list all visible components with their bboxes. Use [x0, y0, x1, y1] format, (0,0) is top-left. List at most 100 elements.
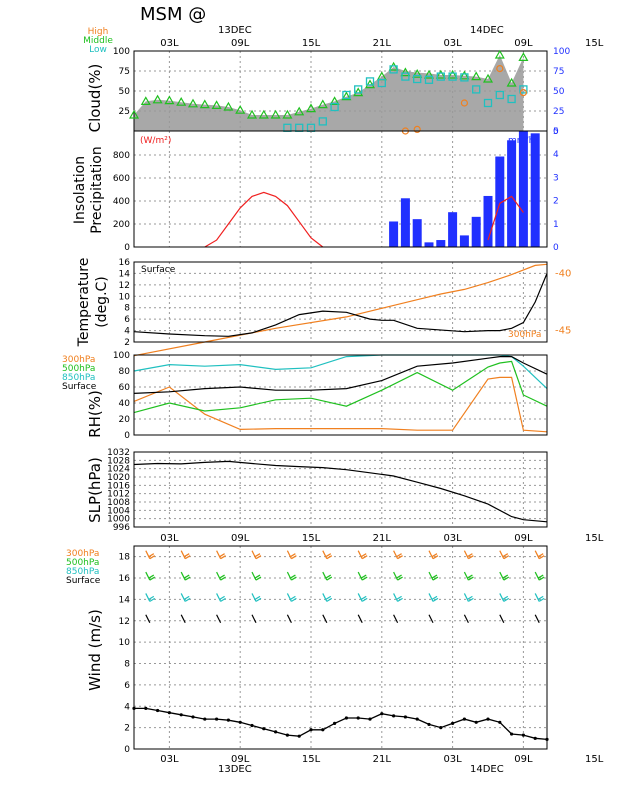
- wind-surface-point: [439, 726, 443, 730]
- wind-surface-point: [486, 717, 490, 721]
- wind-barb-flag: [325, 595, 332, 600]
- wind-barb-flag: [503, 555, 510, 560]
- wind-surface-line: [134, 707, 548, 741]
- chart-title: MSM @: [140, 4, 206, 25]
- wind-barb-icon: [216, 614, 222, 624]
- wind-barb-shaft: [180, 614, 186, 624]
- wind-surface-point: [191, 715, 195, 719]
- cloud-middle-point: [329, 96, 340, 106]
- mid-time-axis-tick-label: 09L: [231, 533, 250, 544]
- wind-barb-flag: [148, 574, 155, 579]
- wind-barb-flag: [149, 555, 156, 560]
- wind-barb-flag: [502, 553, 509, 558]
- wind-barb-shaft: [180, 571, 186, 581]
- wind-ytick: 6: [124, 681, 130, 691]
- cloud-middle-point: [482, 73, 494, 83]
- cloud-middle-point: [176, 96, 187, 106]
- top-time-axis-tick-label: 09L: [514, 38, 533, 49]
- wind-ytick: 14: [119, 595, 131, 605]
- precip-bar: [448, 212, 458, 247]
- wind-surface-point: [415, 717, 419, 721]
- wind-ytick: 10: [119, 638, 131, 648]
- wind-barb-shaft: [357, 614, 363, 624]
- wind-barb-flag: [431, 574, 438, 579]
- temperature-ytick: 6: [124, 315, 130, 325]
- precip-bar: [389, 221, 399, 247]
- wind-barb-icon: [322, 550, 333, 560]
- wind-barb-shaft: [322, 571, 328, 581]
- rh-ytick: 80: [119, 367, 131, 377]
- top-time-axis-tick-label: 15L: [585, 38, 604, 49]
- wind-barb-flag: [537, 595, 544, 600]
- wind-barb-flag: [503, 597, 510, 602]
- wind-barb-flag: [360, 574, 367, 579]
- insolation-frame: [133, 130, 548, 248]
- wind-barb-shaft: [145, 550, 151, 559]
- wind-barb-shaft: [463, 614, 469, 624]
- cloud-ytick-right: 25: [553, 107, 564, 117]
- cloud-low-point: [519, 85, 528, 94]
- cloud-middle-point: [400, 67, 411, 77]
- wind-barb-shaft: [145, 571, 151, 581]
- wind-barb-flag: [325, 574, 332, 579]
- precip-ytick: 0: [553, 243, 559, 253]
- mid-time-axis-tick-label: 03L: [443, 533, 462, 544]
- wind-barb-shaft: [251, 571, 257, 581]
- legend-middle: Middle: [83, 36, 113, 46]
- slp-ytick: 1004: [107, 506, 130, 516]
- mid-time-axis-tick-label: 15L: [585, 533, 604, 544]
- top-time-axis-tick-label: 03L: [443, 38, 462, 49]
- wind-barb-flag: [325, 553, 332, 558]
- wind-surface-point: [156, 708, 160, 713]
- cloud-low-point: [448, 72, 457, 81]
- rh-ytick: 20: [119, 415, 131, 425]
- wind-barb-flag: [431, 553, 438, 558]
- wind-surface-point: [498, 720, 502, 724]
- wind-surface-point: [262, 727, 266, 731]
- wind-barb-shaft: [393, 614, 399, 624]
- cloud-low-point: [413, 74, 422, 84]
- wind-barb-icon: [499, 550, 510, 560]
- wind-barb-flag: [184, 555, 191, 560]
- wind-surface-point: [250, 723, 254, 728]
- wind-barb-shaft: [534, 550, 540, 559]
- wind-barb-shaft: [463, 571, 469, 581]
- mid-time-axis-tick-label: 09L: [514, 533, 533, 544]
- top-time-axis-tick-label: 03L: [160, 38, 179, 49]
- wind-barb-shaft: [286, 550, 292, 559]
- wind-barb-shaft: [428, 593, 434, 602]
- precip-unit: mm/h): [508, 136, 538, 146]
- temperature-frame: [133, 261, 548, 343]
- temperature-ytick: 4: [124, 327, 130, 337]
- wind-barb-flag: [396, 595, 402, 600]
- rh-ylabel: RH(%): [86, 390, 104, 438]
- cloud-low-point: [342, 90, 351, 100]
- temperature-ytick: 14: [119, 269, 131, 279]
- cloud-low-point: [436, 72, 445, 81]
- precip-bar: [436, 240, 446, 247]
- wind-barb-icon: [463, 550, 474, 560]
- wind-barb-icon: [286, 550, 297, 560]
- slp-line: [133, 460, 548, 523]
- wind-barb-shaft: [393, 550, 399, 559]
- cloud-low-point: [507, 94, 516, 104]
- rh-legend-item: 500hPa: [62, 364, 95, 374]
- cloud-ytick-left: 25: [119, 107, 130, 117]
- cloud-middle-point: [164, 95, 175, 105]
- cloud-middle-point: [211, 100, 222, 110]
- temperature-ylabel: Temperature: [76, 258, 92, 348]
- wind-barb-shaft: [357, 593, 363, 602]
- wind-surface-point: [215, 717, 219, 721]
- slp-ytick: 1008: [107, 498, 130, 508]
- wind-barb-flag: [184, 576, 191, 581]
- precip-bar: [507, 140, 517, 247]
- wind-barb-shaft: [393, 571, 399, 581]
- cloud-middle-point: [258, 109, 269, 119]
- wind-barb-icon: [180, 571, 191, 581]
- wind-barb-icon: [534, 571, 545, 581]
- wind-barb-flag: [431, 595, 438, 600]
- wind-barb-icon: [145, 614, 151, 624]
- slp-ylabel: SLP(hPa): [86, 457, 104, 523]
- insolation-line-day1: [204, 191, 324, 248]
- wind-ytick: 8: [124, 660, 130, 670]
